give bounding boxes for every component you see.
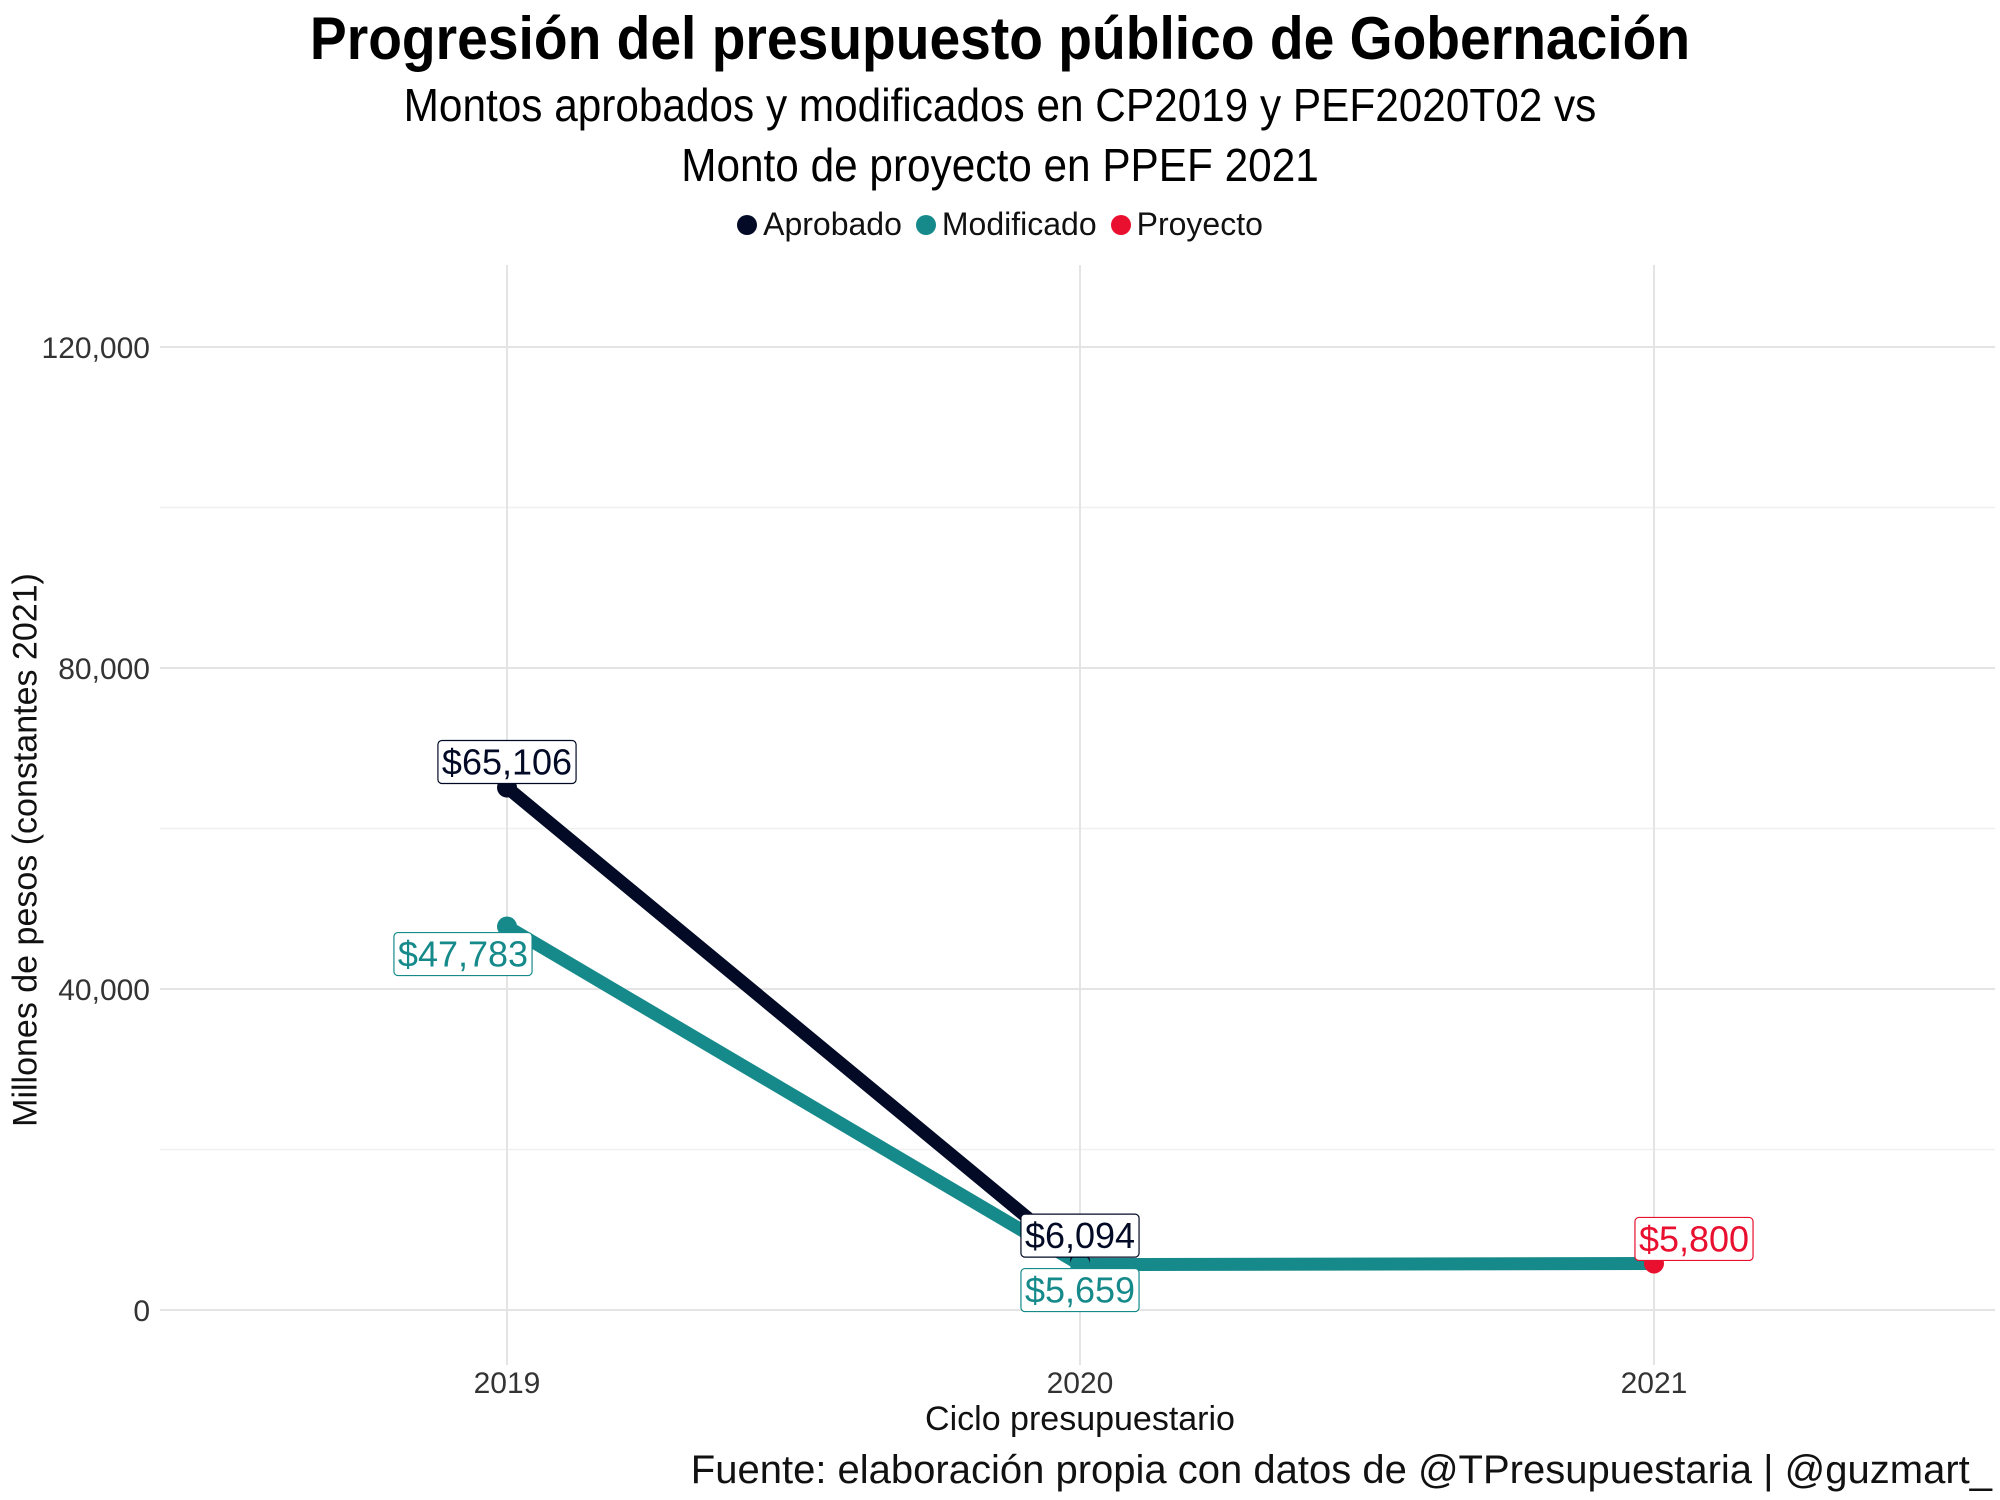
data-label-aprobado-2019: $65,106 <box>442 742 572 783</box>
x-tick-label: 2020 <box>1047 1367 1114 1400</box>
legend-label-proyecto: Proyecto <box>1136 206 1263 242</box>
data-label-box <box>393 931 533 977</box>
chart-subtitle-line2: Monto de proyecto en PPEF 2021 <box>681 139 1319 191</box>
legend-label-aprobado: Aprobado <box>763 206 902 242</box>
series-line-aprobado <box>500 781 1087 1268</box>
legend-item-proyecto: Proyecto <box>1110 206 1263 243</box>
x-axis-label: Ciclo presupuestario <box>925 1400 1235 1438</box>
y-tick-label: 80,000 <box>58 653 150 686</box>
x-tick-label: 2021 <box>1621 1367 1688 1400</box>
data-label-modificado-2020: $5,659 <box>1025 1270 1135 1311</box>
x-tick-label: 2019 <box>474 1367 541 1400</box>
chart-title: Progresión del presupuesto público de Go… <box>309 5 1691 72</box>
data-label-box <box>1020 1267 1140 1313</box>
data-label-box <box>437 739 577 785</box>
series-line-modificado <box>500 920 1087 1272</box>
legend-item-aprobado: Aprobado <box>737 206 902 243</box>
legend: Aprobado Modificado Proyecto <box>0 206 2000 243</box>
chart-caption: Fuente: elaboración propia con datos de … <box>690 1448 1992 1492</box>
data-point-modificado-2019 <box>497 916 517 937</box>
data-label-proyecto-2021: $5,800 <box>1639 1218 1749 1259</box>
y-tick-label: 0 <box>133 1295 150 1328</box>
data-label-box <box>1634 1216 1754 1262</box>
legend-swatch-proyecto <box>1110 214 1131 235</box>
data-label-box <box>1020 1213 1140 1258</box>
legend-item-modificado: Modificado <box>915 206 1097 243</box>
data-label-aprobado-2020: $6,094 <box>1025 1215 1135 1256</box>
connector-line-modificado <box>1079 1256 1655 1272</box>
chart-subtitle-line1: Montos aprobados y modificados en CP2019… <box>403 79 1597 131</box>
y-tick-label: 120,000 <box>42 332 150 365</box>
y-tick-label: 40,000 <box>58 974 150 1007</box>
legend-swatch-aprobado <box>737 214 758 235</box>
y-axis-label: Millones de pesos (constantes 2021) <box>6 573 45 1127</box>
legend-swatch-modificado <box>915 214 936 235</box>
data-label-modificado-2019: $47,783 <box>398 934 528 975</box>
legend-label-modificado: Modificado <box>941 206 1097 242</box>
